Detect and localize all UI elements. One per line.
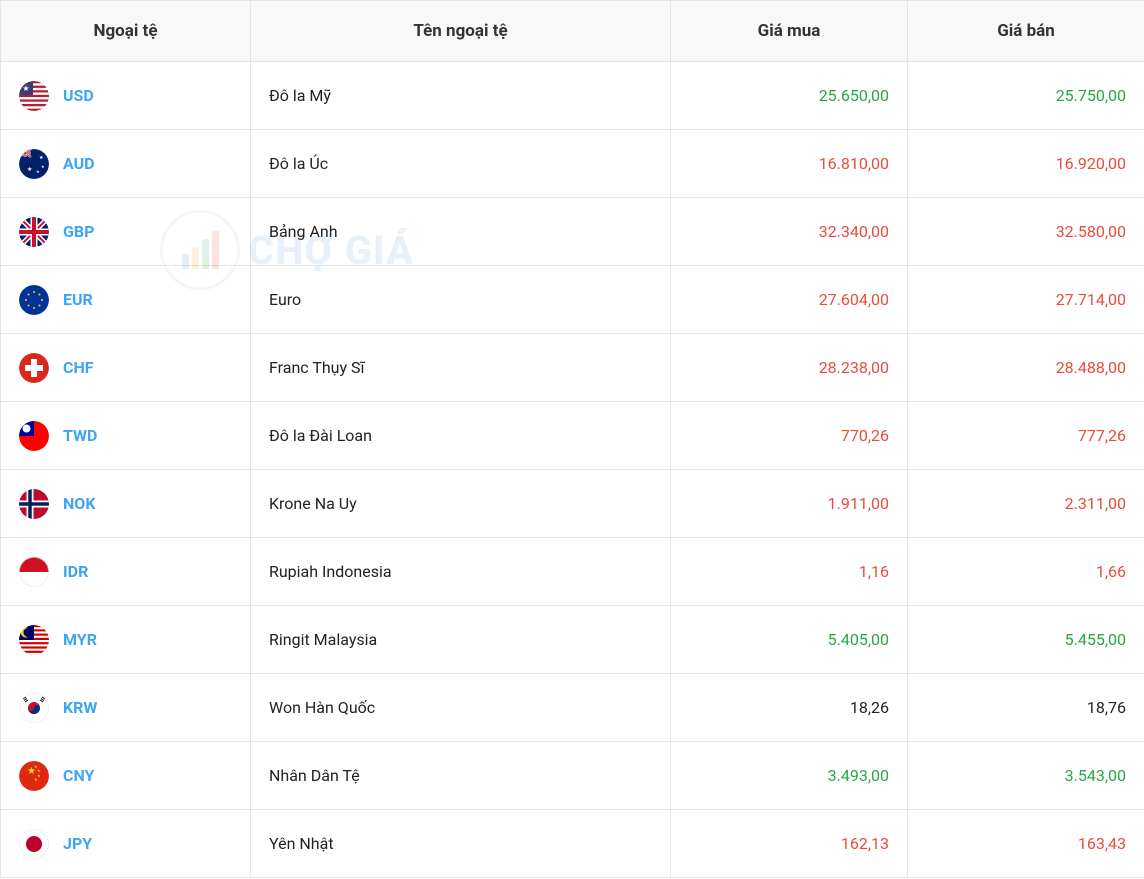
currency-name: Won Hàn Quốc: [269, 698, 375, 717]
currency-link[interactable]: KRW: [63, 698, 97, 717]
table-row: KRW Won Hàn Quốc 18,2618,76: [1, 674, 1144, 742]
currency-name: Euro: [269, 290, 301, 309]
buy-price: 16.810,00: [671, 130, 908, 198]
currency-link[interactable]: JPY: [63, 834, 92, 853]
sell-price: 18,76: [908, 674, 1144, 742]
buy-price: 162,13: [671, 810, 908, 878]
sell-price: 25.750,00: [908, 62, 1144, 130]
table-header-row: Ngoại tệ Tên ngoại tệ Giá mua Giá bán: [1, 1, 1144, 62]
table-row: ★ USD Đô la Mỹ 25.650,0025.750,00: [1, 62, 1144, 130]
sell-price: 28.488,00: [908, 334, 1144, 402]
svg-text:★: ★: [27, 166, 32, 173]
svg-text:★: ★: [22, 84, 29, 93]
buy-price: 3.493,00: [671, 742, 908, 810]
jpy-flag-icon: [19, 829, 49, 859]
sell-price: 32.580,00: [908, 198, 1144, 266]
buy-price: 770,26: [671, 402, 908, 470]
currency-link[interactable]: NOK: [63, 494, 96, 513]
currency-name: Đô la Đài Loan: [269, 426, 372, 445]
currency-name: Đô la Úc: [269, 154, 328, 173]
currency-link[interactable]: GBP: [63, 222, 94, 241]
currency-name: Rupiah Indonesia: [269, 562, 392, 581]
twd-flag-icon: [19, 421, 49, 451]
table-row: GBP Bảng Anh 32.340,0032.580,00: [1, 198, 1144, 266]
sell-price: 16.920,00: [908, 130, 1144, 198]
table-row: JPY Yên Nhật 162,13163,43: [1, 810, 1144, 878]
svg-text:★: ★: [36, 169, 40, 174]
svg-text:★: ★: [34, 777, 38, 782]
currency-name: Yên Nhật: [269, 834, 334, 853]
aud-flag-icon: ★★★★: [19, 149, 49, 179]
buy-price: 28.238,00: [671, 334, 908, 402]
table-row: CHF Franc Thụy Sĩ 28.238,0028.488,00: [1, 334, 1144, 402]
currency-link[interactable]: MYR: [63, 630, 97, 649]
sell-price: 3.543,00: [908, 742, 1144, 810]
buy-price: 1,16: [671, 538, 908, 606]
currency-link[interactable]: CHF: [63, 358, 94, 377]
header-buy: Giá mua: [671, 1, 908, 62]
currency-link[interactable]: IDR: [63, 562, 88, 581]
table-row: ★★★★★ CNY Nhân Dân Tệ 3.493,003.543,00: [1, 742, 1144, 810]
nok-flag-icon: [19, 489, 49, 519]
currency-table: Ngoại tệ Tên ngoại tệ Giá mua Giá bán ★ U…: [0, 0, 1144, 878]
sell-price: 2.311,00: [908, 470, 1144, 538]
gbp-flag-icon: [19, 217, 49, 247]
buy-price: 5.405,00: [671, 606, 908, 674]
currency-name: Nhân Dân Tệ: [269, 766, 360, 785]
table-row: IDR Rupiah Indonesia 1,161,66: [1, 538, 1144, 606]
sell-price: 27.714,00: [908, 266, 1144, 334]
sell-price: 1,66: [908, 538, 1144, 606]
header-currency: Ngoại tệ: [1, 1, 251, 62]
idr-flag-icon: [19, 557, 49, 587]
header-sell: Giá bán: [908, 1, 1144, 62]
table-row: MYR Ringit Malaysia 5.405,005.455,00: [1, 606, 1144, 674]
header-name: Tên ngoại tệ: [251, 1, 671, 62]
eur-flag-icon: [19, 285, 49, 315]
sell-price: 5.455,00: [908, 606, 1144, 674]
table-row: TWD Đô la Đài Loan 770,26777,26: [1, 402, 1144, 470]
currency-link[interactable]: USD: [63, 86, 94, 105]
cny-flag-icon: ★★★★★: [19, 761, 49, 791]
svg-text:★: ★: [37, 773, 41, 778]
currency-name: Krone Na Uy: [269, 494, 357, 513]
currency-link[interactable]: TWD: [63, 426, 97, 445]
table-row: NOK Krone Na Uy 1.911,002.311,00: [1, 470, 1144, 538]
krw-flag-icon: [19, 693, 49, 723]
buy-price: 32.340,00: [671, 198, 908, 266]
sell-price: 163,43: [908, 810, 1144, 878]
buy-price: 25.650,00: [671, 62, 908, 130]
currency-name: Bảng Anh: [269, 222, 338, 241]
table-row: EUR Euro 27.604,0027.714,00: [1, 266, 1144, 334]
svg-text:★: ★: [41, 164, 45, 169]
currency-link[interactable]: EUR: [63, 290, 93, 309]
currency-name: Franc Thụy Sĩ: [269, 358, 365, 377]
buy-price: 1.911,00: [671, 470, 908, 538]
svg-text:★: ★: [39, 155, 44, 161]
sell-price: 777,26: [908, 402, 1144, 470]
buy-price: 27.604,00: [671, 266, 908, 334]
currency-name: Đô la Mỹ: [269, 86, 331, 105]
myr-flag-icon: [19, 625, 49, 655]
buy-price: 18,26: [671, 674, 908, 742]
currency-link[interactable]: CNY: [63, 766, 94, 785]
currency-name: Ringit Malaysia: [269, 630, 377, 649]
currency-link[interactable]: AUD: [63, 154, 95, 173]
chf-flag-icon: [19, 353, 49, 383]
table-row: ★★★★AUDĐô la Úc16.810,0016.920,00: [1, 130, 1144, 198]
usd-flag-icon: ★: [19, 81, 49, 111]
